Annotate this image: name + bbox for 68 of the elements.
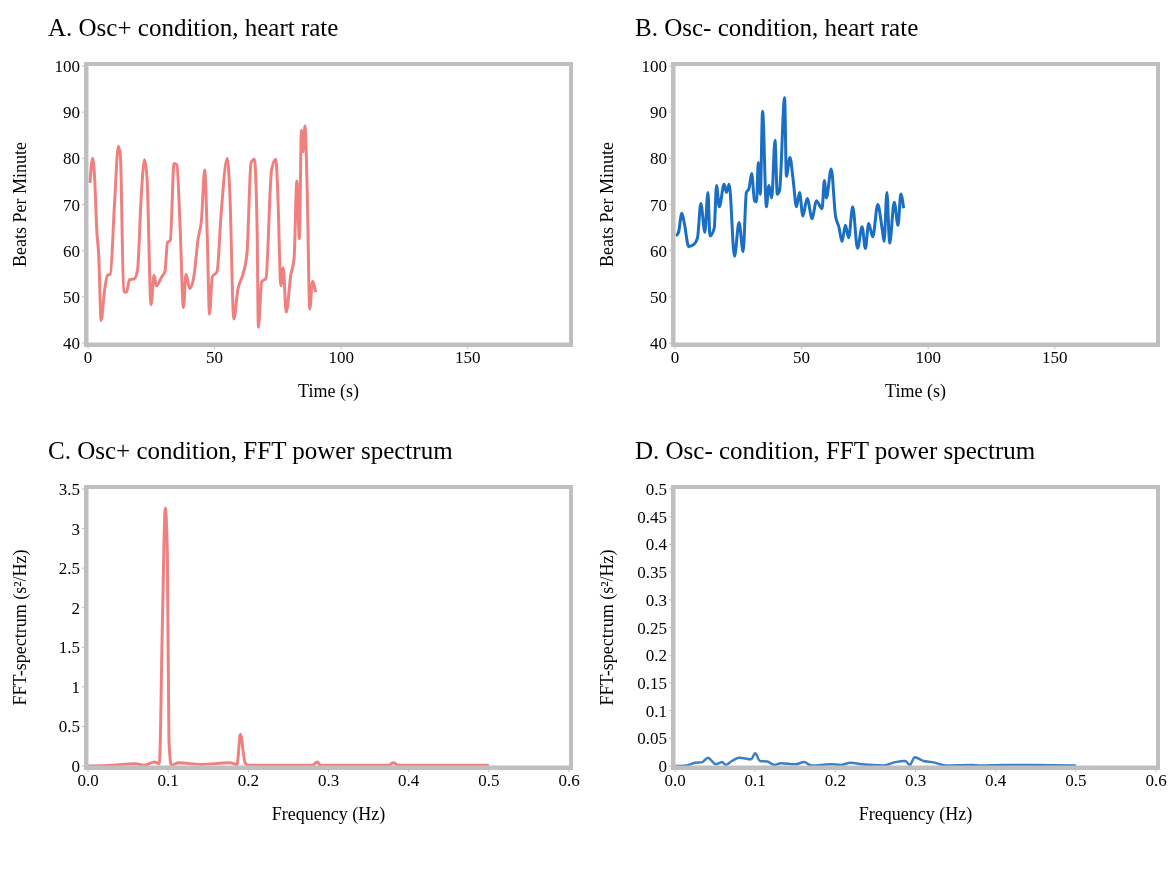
y-axis-title: FFT-spectrum (s²/Hz) [597,549,619,706]
y-tick-label: 2 [71,598,80,618]
y-tick-label: 60 [650,241,667,261]
chart-title: B. Osc- condition, heart rate [634,13,920,43]
y-axis-title: FFT-spectrum (s²/Hz) [10,549,32,706]
y-tick-label: 2.5 [58,559,80,579]
x-axis-title: Frequency (Hz) [858,804,973,825]
y-tick-label: 0 [71,757,80,777]
x-axis-title: Time (s) [298,381,359,402]
x-tick-label: 0.5 [478,771,500,791]
y-tick-label: 1 [71,677,80,697]
x-tick-label: 100 [328,348,354,368]
x-tick-label: 0.6 [1145,771,1167,791]
x-tick-label: 50 [206,348,224,368]
line-series [88,506,491,766]
y-tick-label: 90 [63,103,80,123]
line-series [88,124,318,329]
x-tick-label: 0.2 [824,771,846,791]
y-tick-label: 50 [650,287,667,307]
y-tick-label: 100 [641,57,667,77]
x-tick-label: 0.1 [157,771,179,791]
y-tick-label: 50 [63,287,80,307]
y-tick-label: 1.5 [58,638,80,658]
x-tick-label: 0.1 [744,771,766,791]
x-tick-label: 100 [915,348,941,368]
x-tick-label: 0.0 [77,771,99,791]
line-series [675,96,906,258]
chart-title: A. Osc+ condition, heart rate [47,13,340,43]
x-tick-label: 150 [1041,348,1068,368]
x-axis-title: Time (s) [885,381,946,402]
y-tick-label: 90 [650,103,667,123]
y-tick-label: 80 [650,149,667,169]
x-tick-label: 0.5 [1065,771,1087,791]
y-tick-label: 3.5 [58,480,80,500]
y-tick-label: 0.05 [637,729,667,749]
y-tick-label: 40 [650,334,667,354]
x-tick-label: 50 [793,348,811,368]
y-tick-label: 0.5 [645,480,667,500]
x-tick-label: 150 [454,348,481,368]
x-tick-label: 0.6 [558,771,580,791]
y-tick-label: 0.5 [58,717,80,737]
y-tick-label: 3 [71,519,80,539]
y-tick-label: 100 [54,57,80,77]
y-tick-label: 70 [650,195,667,215]
y-tick-label: 0.3 [645,590,667,610]
y-tick-label: 0.1 [645,701,667,721]
chart-title: C. Osc+ condition, FFT power spectrum [47,436,454,466]
x-tick-label: 0.3 [904,771,927,791]
y-tick-label: 0.15 [637,673,667,693]
chart-title: D. Osc- condition, FFT power spectrum [634,436,1037,466]
y-tick-label: 0.35 [637,563,667,583]
x-axis-title: Frequency (Hz) [271,804,386,825]
y-tick-label: 70 [63,195,80,215]
y-tick-label: 80 [63,149,80,169]
y-axis-title: Beats Per Minute [597,142,618,267]
x-tick-label: 0.4 [985,771,1007,791]
y-tick-label: 0.45 [637,507,667,527]
x-tick-label: 0.0 [664,771,686,791]
y-tick-label: 0.25 [637,618,667,638]
y-tick-label: 0.2 [645,646,667,666]
x-tick-label: 0.3 [317,771,340,791]
y-tick-label: 0 [658,757,667,777]
y-tick-label: 60 [63,241,80,261]
y-axis-title: Beats Per Minute [10,142,31,267]
y-tick-label: 40 [63,334,80,354]
x-tick-label: 0.4 [398,771,420,791]
x-tick-label: 0.2 [237,771,259,791]
y-tick-label: 0.4 [645,535,668,555]
